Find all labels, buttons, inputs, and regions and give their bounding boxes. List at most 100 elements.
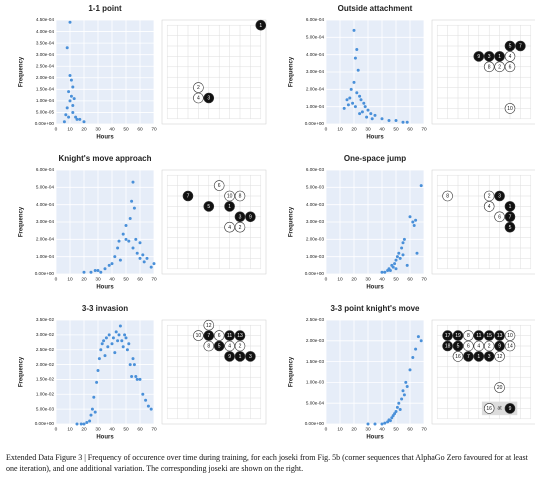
y-tick-label: 2.00e-02 bbox=[36, 362, 55, 367]
data-point bbox=[401, 253, 405, 257]
data-point bbox=[132, 363, 136, 367]
data-point bbox=[113, 351, 117, 355]
board bbox=[431, 19, 535, 125]
stone bbox=[483, 61, 495, 73]
stone-label: 2 bbox=[488, 194, 491, 200]
stone-label: 11 bbox=[227, 333, 232, 339]
y-axis-label: Frequency bbox=[19, 206, 25, 237]
stone-label: 5 bbox=[218, 344, 221, 350]
data-point bbox=[360, 110, 364, 114]
stone-label: 15 bbox=[486, 333, 492, 339]
data-point bbox=[132, 206, 136, 210]
data-point bbox=[387, 119, 391, 123]
stone bbox=[203, 319, 215, 331]
data-point bbox=[118, 324, 122, 328]
stone-label: 10 bbox=[227, 194, 233, 200]
y-tick-label: 4.00e-04 bbox=[36, 202, 55, 207]
data-point bbox=[124, 223, 128, 227]
stone-label: 13 bbox=[237, 333, 243, 339]
stone bbox=[442, 190, 453, 202]
stone-label: 10 bbox=[507, 333, 513, 339]
stone bbox=[203, 201, 215, 212]
data-point bbox=[398, 256, 402, 260]
data-point bbox=[64, 113, 68, 117]
stone-label: 2 bbox=[488, 344, 491, 350]
data-point bbox=[65, 46, 69, 50]
x-tick-label: 60 bbox=[407, 126, 413, 132]
y-tick-label: 4.50e-04 bbox=[36, 17, 55, 22]
data-point bbox=[118, 258, 122, 262]
stone-label: 8 bbox=[488, 64, 491, 70]
data-point bbox=[85, 421, 89, 425]
x-tick-label: 10 bbox=[67, 126, 73, 132]
stone-label: 2 bbox=[239, 344, 242, 350]
stone-label: 5 bbox=[509, 44, 512, 50]
data-point bbox=[116, 246, 120, 250]
stone bbox=[234, 221, 246, 233]
note-text: at bbox=[498, 406, 503, 412]
data-point bbox=[99, 270, 103, 274]
x-axis-label: Hours bbox=[96, 435, 114, 441]
stone bbox=[483, 351, 495, 362]
stone-label: 6 bbox=[218, 333, 221, 339]
x-tick-label: 70 bbox=[151, 426, 157, 432]
stone-label: 6 bbox=[509, 64, 512, 70]
data-point bbox=[138, 241, 142, 245]
x-tick-label: 10 bbox=[67, 426, 73, 432]
stone-label: 1 bbox=[477, 354, 480, 360]
data-point bbox=[383, 270, 387, 274]
stone-label: 3 bbox=[498, 194, 501, 200]
y-tick-label: 1.00e-04 bbox=[306, 104, 325, 109]
stone bbox=[452, 340, 464, 352]
data-point bbox=[352, 28, 356, 32]
stone bbox=[255, 19, 267, 31]
stone-label: 9 bbox=[509, 406, 512, 412]
stone bbox=[494, 211, 505, 223]
stone-label: 7 bbox=[509, 214, 512, 220]
data-point bbox=[124, 336, 128, 340]
data-point bbox=[125, 348, 129, 352]
stone bbox=[203, 92, 215, 104]
y-tick-label: 5.00e-05 bbox=[36, 110, 55, 115]
y-tick-label: 1.00e-04 bbox=[36, 254, 55, 259]
x-tick-label: 0 bbox=[325, 276, 328, 282]
data-point bbox=[405, 120, 409, 124]
stone-label: 8 bbox=[207, 344, 210, 350]
stone-label: 3 bbox=[207, 96, 210, 102]
data-point bbox=[401, 241, 405, 245]
data-point bbox=[355, 91, 359, 95]
data-point bbox=[110, 342, 114, 346]
stone-label: 4 bbox=[197, 96, 200, 102]
y-tick-label: 6.00e-03 bbox=[306, 167, 325, 172]
board bbox=[161, 19, 267, 125]
stone bbox=[234, 340, 246, 352]
y-tick-label: 3.50e-02 bbox=[36, 317, 55, 322]
data-point bbox=[134, 237, 138, 241]
data-point bbox=[68, 99, 72, 103]
stone bbox=[483, 51, 495, 62]
data-point bbox=[366, 108, 370, 112]
y-tick-label: 1.00e-03 bbox=[306, 254, 325, 259]
data-point bbox=[355, 47, 359, 51]
stone-label: 7 bbox=[519, 44, 522, 50]
data-point bbox=[141, 253, 145, 257]
data-point bbox=[373, 422, 377, 426]
data-point bbox=[131, 180, 135, 184]
data-point bbox=[138, 256, 142, 260]
data-point bbox=[149, 407, 153, 411]
x-tick-label: 20 bbox=[351, 276, 357, 282]
data-point bbox=[75, 117, 79, 121]
x-tick-label: 20 bbox=[351, 126, 357, 132]
data-point bbox=[402, 237, 406, 241]
y-tick-label: 0.00e+00 bbox=[35, 421, 55, 426]
stone-label: 4 bbox=[228, 225, 231, 231]
stone bbox=[473, 330, 485, 341]
x-tick-label: 0 bbox=[55, 276, 58, 282]
y-tick-label: 1.00e-03 bbox=[306, 380, 325, 385]
stone bbox=[234, 211, 246, 223]
stone bbox=[463, 340, 474, 352]
stone-label: 16 bbox=[455, 354, 461, 360]
chart-grid: 1-1 point 0.00e+00 5.00e-05 1.00e-04 1.50e-0… bbox=[19, 4, 535, 441]
stone-label: 4 bbox=[477, 344, 480, 350]
data-point bbox=[401, 120, 405, 124]
